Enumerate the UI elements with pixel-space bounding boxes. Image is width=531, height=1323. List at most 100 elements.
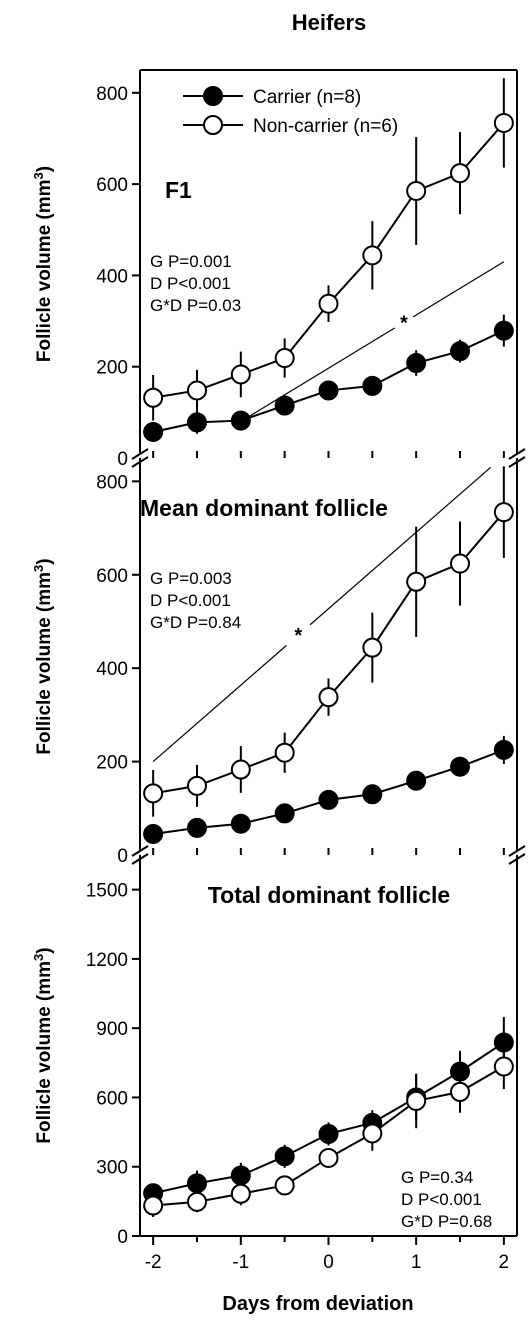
stat-line: G*D P=0.84 xyxy=(150,613,241,632)
axis-break-mark xyxy=(131,448,149,460)
y-tick-label: 300 xyxy=(96,1158,128,1179)
data-point-noncarrier xyxy=(493,502,514,523)
y-tick-label: 0 xyxy=(117,1227,128,1248)
superscript-3: 3 xyxy=(31,565,46,572)
significance-line xyxy=(152,644,287,763)
data-point-carrier xyxy=(230,410,251,431)
data-point-carrier xyxy=(362,784,383,805)
significance-marker: * xyxy=(400,312,408,334)
x-tick-label: -1 xyxy=(232,1252,249,1273)
data-point-carrier xyxy=(406,353,427,374)
y-tick-label: 400 xyxy=(96,659,128,680)
data-point-noncarrier xyxy=(143,1195,164,1216)
x-axis-label: Days from deviation xyxy=(222,1293,413,1315)
data-point-carrier xyxy=(318,789,339,810)
data-point-carrier xyxy=(406,770,427,791)
x-tick-label: -2 xyxy=(145,1252,162,1273)
y-tick-label: 0 xyxy=(117,449,128,470)
stat-line: G P=0.34 xyxy=(401,1168,473,1187)
figure-title: Heifers xyxy=(292,10,367,35)
stat-line: D P<0.001 xyxy=(150,591,231,610)
data-point-carrier xyxy=(230,813,251,834)
data-point-noncarrier xyxy=(274,742,295,763)
data-point-carrier xyxy=(274,395,295,416)
data-point-noncarrier xyxy=(493,112,514,133)
superscript-3: 3 xyxy=(31,954,46,961)
data-point-noncarrier xyxy=(186,380,207,401)
data-point-noncarrier xyxy=(143,783,164,804)
data-point-noncarrier xyxy=(230,1183,251,1204)
data-point-carrier xyxy=(318,380,339,401)
axis-break-mark xyxy=(508,448,526,460)
data-point-noncarrier xyxy=(362,637,383,658)
y-axis-title: Follicle volume (mm3) xyxy=(31,947,56,1143)
significance-line xyxy=(309,466,492,626)
y-tick-label: 200 xyxy=(96,753,128,774)
x-tick-label: 0 xyxy=(323,1252,334,1273)
legend-label-carrier: Carrier (n=8) xyxy=(253,87,361,108)
data-point-noncarrier xyxy=(450,163,471,184)
significance-marker: * xyxy=(294,625,302,647)
y-tick-label: 0 xyxy=(117,846,128,867)
data-point-noncarrier xyxy=(318,293,339,314)
data-point-noncarrier xyxy=(406,571,427,592)
stat-line: D P<0.001 xyxy=(150,274,231,293)
panel-title: F1 xyxy=(165,177,192,203)
legend-marker-carrier xyxy=(203,86,223,106)
data-point-noncarrier xyxy=(406,180,427,201)
data-point-noncarrier xyxy=(230,364,251,385)
y-axis-title: Follicle volume (mm3) xyxy=(31,166,56,362)
data-point-noncarrier xyxy=(143,387,164,408)
data-point-carrier xyxy=(450,341,471,362)
legend-label-noncarrier: Non-carrier (n=6) xyxy=(253,116,398,137)
y-tick-label: 900 xyxy=(96,1019,128,1040)
legend-marker-noncarrier xyxy=(203,115,223,135)
data-point-carrier xyxy=(230,1165,251,1186)
data-point-carrier xyxy=(186,817,207,838)
stat-line: G P=0.001 xyxy=(150,252,232,271)
data-point-noncarrier xyxy=(318,1147,339,1168)
data-point-carrier xyxy=(143,421,164,442)
data-point-noncarrier xyxy=(186,775,207,796)
data-point-noncarrier xyxy=(493,1056,514,1077)
data-point-carrier xyxy=(274,1146,295,1167)
series-line-noncarrier xyxy=(152,511,505,795)
panel-2: 0 200 400 600 800 Follicle volume (mm3) Mean d… xyxy=(31,458,526,867)
y-tick-label: 600 xyxy=(96,566,128,587)
panel-3: 0 300 600 900 1200 1500 -2 -1 0 1 2 Follicle volume… xyxy=(31,855,518,1273)
data-point-carrier xyxy=(274,803,295,824)
y-axis-title: Follicle volume (mm3) xyxy=(31,558,56,754)
data-point-carrier xyxy=(493,320,514,341)
legend: Carrier (n=8) Non-carrier (n=6) xyxy=(183,86,398,137)
data-point-carrier xyxy=(318,1123,339,1144)
data-point-noncarrier xyxy=(274,1175,295,1196)
y-tick-label: 400 xyxy=(96,266,128,287)
data-point-noncarrier xyxy=(318,687,339,708)
significance-line xyxy=(412,261,505,318)
stat-line: D P<0.001 xyxy=(401,1190,482,1209)
data-point-noncarrier xyxy=(450,553,471,574)
stat-line: G*D P=0.68 xyxy=(401,1212,492,1231)
data-point-noncarrier xyxy=(406,1090,427,1111)
stat-line: G P=0.003 xyxy=(150,569,232,588)
data-point-carrier xyxy=(186,1173,207,1194)
x-tick-label: 1 xyxy=(411,1252,422,1273)
panel-title: Mean dominant follicle xyxy=(140,495,388,521)
y-tick-label: 1200 xyxy=(86,950,128,971)
data-point-carrier xyxy=(450,756,471,777)
y-tick-label: 600 xyxy=(96,175,128,196)
data-point-noncarrier xyxy=(230,759,251,780)
data-point-noncarrier xyxy=(450,1081,471,1102)
x-tick-label: 2 xyxy=(499,1252,510,1273)
data-point-carrier xyxy=(186,412,207,433)
panel-title: Total dominant follicle xyxy=(208,882,450,908)
data-point-noncarrier xyxy=(274,348,295,369)
y-tick-label: 600 xyxy=(96,1088,128,1109)
y-tick-label: 800 xyxy=(96,84,128,105)
data-point-carrier xyxy=(362,375,383,396)
y-tick-label: 800 xyxy=(96,472,128,493)
data-point-noncarrier xyxy=(186,1191,207,1212)
data-point-carrier xyxy=(143,823,164,844)
